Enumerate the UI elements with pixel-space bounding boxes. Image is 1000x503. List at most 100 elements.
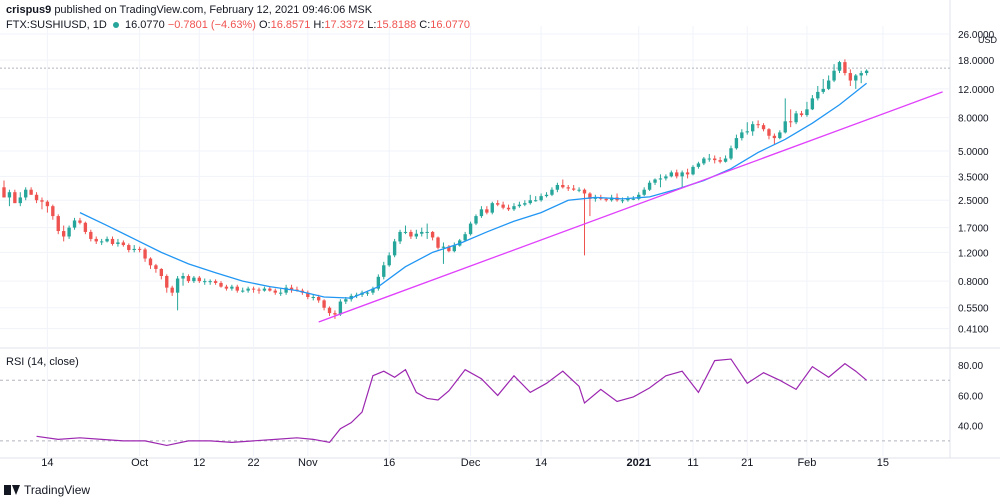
candle-body xyxy=(425,231,429,233)
x-tick-label: 11 xyxy=(687,457,698,469)
candle-body xyxy=(197,277,201,282)
low-value: 15.8188 xyxy=(376,19,417,31)
publish-header: crispus9 published on TradingView.com, F… xyxy=(6,4,372,16)
x-tick-label: 14 xyxy=(41,457,53,469)
x-tick-label: 15 xyxy=(877,457,889,469)
candle-body xyxy=(658,178,663,180)
candle-body xyxy=(767,129,771,136)
close-label: C: xyxy=(419,19,431,31)
candle-body xyxy=(257,289,261,291)
x-tick-label: 2021 xyxy=(627,457,651,469)
y-tick-label: 5.0000 xyxy=(958,147,989,158)
candle-body xyxy=(436,237,440,248)
tradingview-logo-icon xyxy=(4,485,20,495)
author-name[interactable]: crispus9 xyxy=(6,4,52,16)
y-tick-label: 2.5000 xyxy=(958,196,989,207)
candle-body xyxy=(420,231,424,234)
candle-body xyxy=(251,288,256,290)
time-axis[interactable]: 14 Oct 12 22 Nov 16 Dec 14 2021 11 21 Feb 15 xyxy=(41,457,889,469)
candle-body xyxy=(474,216,478,224)
x-tick-label: 14 xyxy=(535,457,547,469)
candle-body xyxy=(528,200,532,204)
rsi-plot[interactable] xyxy=(36,358,868,447)
candle-body xyxy=(626,198,630,201)
candle-body xyxy=(620,200,625,202)
symbol-name: FTX:SUSHIUSD, 1D xyxy=(6,19,107,31)
candle-body xyxy=(696,163,701,167)
candle-body xyxy=(333,313,337,315)
candle-body xyxy=(653,179,657,183)
rsi-axis[interactable]: 80.00 60.00 40.00 xyxy=(958,361,983,433)
candle-body xyxy=(89,231,93,239)
y-tick-label: 1.2000 xyxy=(958,248,989,259)
moving-average-line xyxy=(79,82,868,299)
x-tick-label: Nov xyxy=(298,457,318,469)
candle-body xyxy=(571,188,576,190)
candle-body xyxy=(376,276,381,289)
candle-body xyxy=(761,125,766,130)
y-tick-label: 26.0000 xyxy=(958,30,995,41)
candle-body xyxy=(181,276,185,279)
candle-body xyxy=(165,276,169,288)
candle-body xyxy=(273,290,277,293)
symbol-legend[interactable]: FTX:SUSHIUSD, 1D 16.0770 −0.7801 (−4.63%… xyxy=(6,19,470,31)
price-axis[interactable]: 26.0000 18.0000 12.0000 8.0000 5.0000 3.5000 2… xyxy=(958,30,998,336)
price-plot[interactable] xyxy=(2,59,943,323)
candle-body xyxy=(647,182,652,190)
rsi-tick-label: 80.00 xyxy=(958,361,983,372)
y-tick-label: 3.5000 xyxy=(958,172,989,183)
candle-body xyxy=(18,197,22,204)
candle-body xyxy=(61,231,66,237)
candle-body xyxy=(230,286,234,289)
candle-body xyxy=(778,132,782,139)
tradingview-logo[interactable]: TradingView xyxy=(4,483,90,497)
candle-body xyxy=(29,189,33,195)
candle-body xyxy=(175,278,180,293)
candle-body xyxy=(306,292,310,297)
candle-body xyxy=(192,277,196,282)
rsi-line xyxy=(36,358,868,447)
x-tick-label: Dec xyxy=(461,457,481,469)
candle-body xyxy=(452,245,456,252)
candle-body xyxy=(392,241,397,256)
candle-body xyxy=(72,220,77,228)
candle-body xyxy=(110,238,115,244)
x-tick-label: 16 xyxy=(383,457,395,469)
candle-body xyxy=(821,88,825,92)
candle-body xyxy=(105,238,109,242)
candle-body xyxy=(99,241,104,243)
candle-body xyxy=(713,158,717,161)
candle-body xyxy=(7,192,12,198)
x-tick-label: 22 xyxy=(247,457,259,469)
last-price: 16.0770 xyxy=(124,19,165,31)
candle-body xyxy=(51,206,55,217)
x-tick-label: Oct xyxy=(131,457,148,469)
candle-body xyxy=(805,109,809,116)
candle-body xyxy=(843,62,847,74)
candle-body xyxy=(544,194,549,197)
candle-body xyxy=(566,187,570,189)
candle-body xyxy=(463,234,467,241)
candle-body xyxy=(745,131,749,133)
candle-body xyxy=(213,281,218,283)
logo-text: TradingView xyxy=(24,483,91,497)
high-label: H: xyxy=(313,19,325,31)
candle-body xyxy=(132,248,136,251)
price-change: −0.7801 (−4.63%) xyxy=(167,19,256,31)
candle-body xyxy=(284,287,288,293)
y-tick-label: 0.5500 xyxy=(958,304,989,315)
candle-body xyxy=(338,301,343,315)
candle-body xyxy=(718,160,722,162)
candle-body xyxy=(219,282,223,287)
candle-body xyxy=(371,288,375,293)
y-tick-label: 18.0000 xyxy=(958,56,995,67)
high-value: 17.3372 xyxy=(324,19,365,31)
rsi-legend[interactable]: RSI (14, close) xyxy=(6,356,79,368)
candle-body xyxy=(496,203,500,205)
candle-body xyxy=(441,246,446,248)
close-value: 16.0770 xyxy=(430,19,471,31)
candle-body xyxy=(783,121,787,133)
candle-body xyxy=(604,198,608,201)
candle-body xyxy=(186,276,191,282)
